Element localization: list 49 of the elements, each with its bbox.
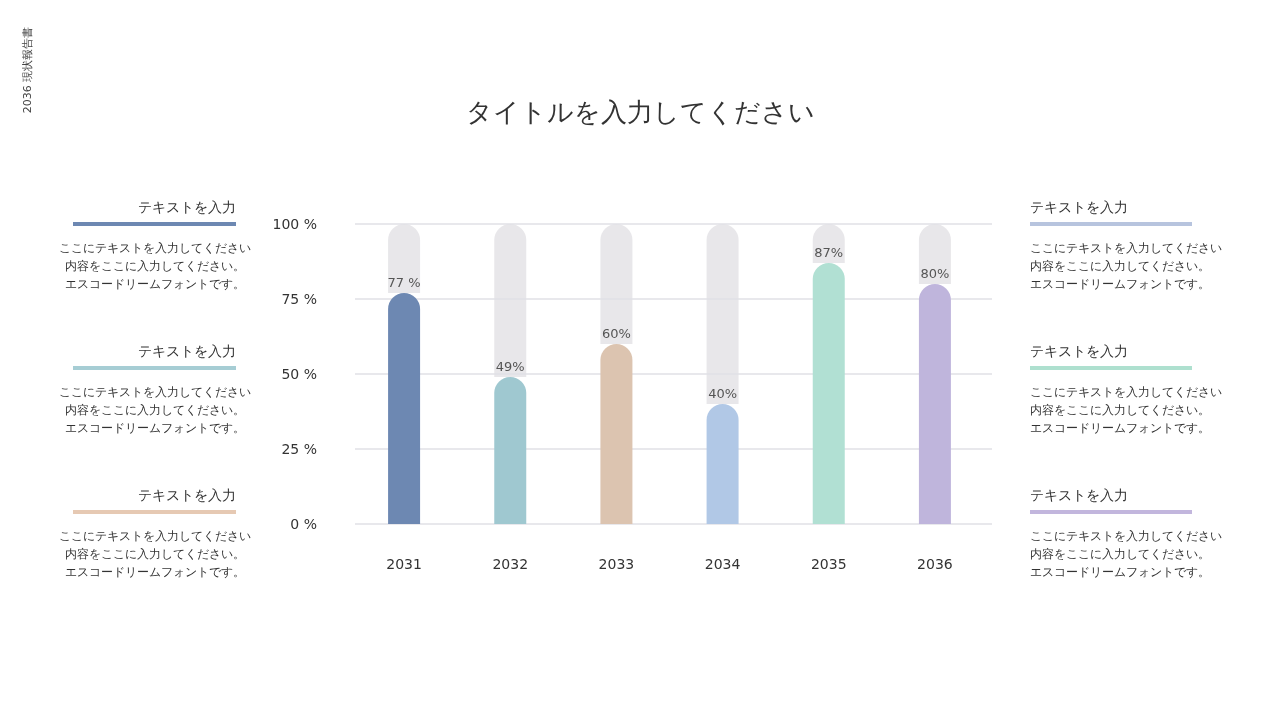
text: 内容をここに入力してください。	[1030, 259, 1210, 273]
text: ここにテキストを入力してください	[1030, 529, 1222, 543]
x-tick-label: 2036	[917, 556, 953, 572]
text: テキストを入力	[1030, 343, 1128, 359]
text: ここにテキストを入力してください	[58, 385, 251, 399]
text: テキストを入力	[138, 199, 236, 215]
chart-title: タイトルを入力してください	[465, 97, 815, 127]
text: エスコードリームフォントです。	[64, 277, 245, 291]
data-label: 40%	[708, 386, 738, 401]
data-label: 60%	[601, 326, 631, 341]
text: 内容をここに入力してください。	[64, 547, 245, 561]
bar	[388, 293, 421, 524]
x-tick-label: 2032	[492, 556, 529, 572]
text: テキストを入力	[1030, 487, 1128, 503]
text: ここにテキストを入力してください	[1030, 241, 1222, 255]
x-tick-label: 2033	[598, 556, 635, 572]
bar	[600, 344, 633, 524]
text: ここにテキストを入力してください	[58, 529, 251, 543]
bar	[706, 404, 739, 524]
x-tick-label: 2034	[704, 556, 741, 572]
text: ここにテキストを入力してください	[1030, 385, 1222, 399]
text: 内容をここに入力してください。	[64, 403, 245, 417]
bar	[812, 263, 845, 524]
text: エスコードリームフォントです。	[64, 421, 245, 435]
data-label: 49%	[495, 359, 525, 374]
x-tick-label: 2031	[386, 556, 422, 572]
y-tick-label: 100 %	[272, 216, 317, 232]
y-tick-label: 0 %	[290, 516, 317, 532]
bar	[494, 377, 527, 524]
data-label: 87%	[814, 245, 844, 260]
data-label: 80%	[920, 266, 950, 281]
y-tick-label: 25 %	[281, 441, 317, 457]
text: エスコードリームフォントです。	[1030, 421, 1210, 435]
bar	[918, 284, 951, 524]
text: ここにテキストを入力してください	[58, 241, 251, 255]
text: 内容をここに入力してください。	[64, 259, 245, 273]
text: エスコードリームフォントです。	[1030, 277, 1210, 291]
text: テキストを入力	[138, 487, 236, 503]
text: エスコードリームフォントです。	[1030, 565, 1210, 579]
x-tick-label: 2035	[810, 556, 847, 572]
text: テキストを入力	[138, 343, 236, 359]
data-label: 77 %	[387, 275, 421, 290]
y-tick-label: 50 %	[281, 366, 317, 382]
text: 2036 現状報告書	[21, 26, 34, 114]
text: エスコードリームフォントです。	[64, 565, 245, 579]
text: テキストを入力	[1030, 199, 1128, 215]
text: 内容をここに入力してください。	[1030, 547, 1210, 561]
text: 内容をここに入力してください。	[1030, 403, 1210, 417]
y-tick-label: 75 %	[281, 291, 317, 307]
